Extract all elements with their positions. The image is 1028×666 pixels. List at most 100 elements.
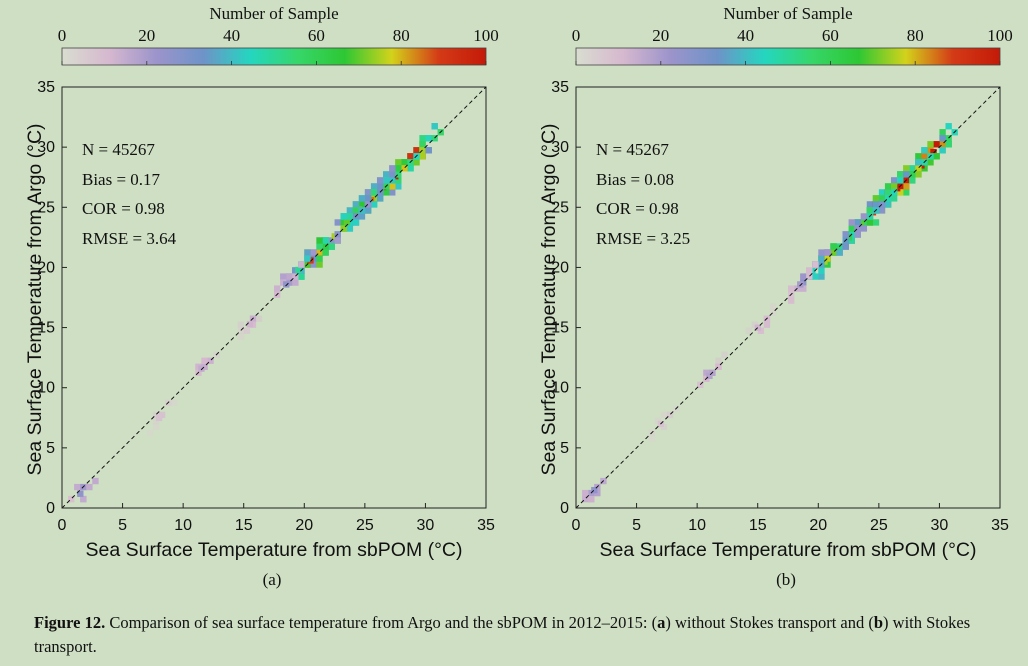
plot-frame [61, 86, 487, 509]
stat-cor: COR = 0.98 [82, 199, 165, 218]
density-cell [407, 153, 414, 160]
density-cell [890, 177, 898, 184]
colorbar-title: Number of Sample [209, 4, 338, 23]
stat-bias: Bias = 0.17 [82, 170, 161, 189]
density-cell [413, 147, 420, 154]
density-cell [413, 159, 420, 166]
x-tick-label: 0 [572, 517, 581, 534]
density-cell [152, 423, 160, 431]
density-cell [903, 189, 910, 196]
density-cell [915, 159, 922, 166]
density-cell [243, 327, 251, 334]
density-cell [939, 147, 946, 154]
density-cell [376, 195, 384, 202]
x-tick-label: 5 [118, 517, 127, 534]
x-axis-label: Sea Surface Temperature from sbPOM (°C) [86, 539, 463, 561]
density-cell [298, 261, 305, 268]
stat-rmse: RMSE = 3.25 [596, 229, 690, 248]
y-tick-label: 30 [551, 139, 569, 156]
density-cell [812, 273, 819, 280]
density-cell [939, 141, 946, 148]
y-tick-label: 5 [46, 440, 55, 457]
density-cell [884, 183, 892, 190]
density-cell [582, 489, 589, 497]
x-tick-label: 10 [174, 517, 192, 534]
density-cell [818, 273, 825, 280]
density-cell [201, 357, 208, 364]
density-cell [340, 225, 347, 232]
density-cell [812, 261, 819, 268]
density-cell [389, 171, 396, 178]
density-cell [80, 495, 87, 503]
density-cell [376, 177, 384, 184]
density-cell [146, 429, 154, 437]
colorbar-tick-label: 100 [473, 26, 499, 45]
density-cell [903, 165, 910, 172]
density-cell [280, 273, 287, 280]
x-tick-label: 0 [58, 517, 67, 534]
y-tick-label: 25 [551, 199, 569, 216]
density-cell [788, 297, 795, 304]
density-cell [848, 219, 855, 226]
density-cell [316, 243, 323, 250]
density-cell [364, 207, 372, 214]
density-cell [431, 135, 438, 142]
density-cell [77, 490, 84, 497]
one-to-one-line [575, 86, 1001, 509]
density-cell [316, 261, 323, 268]
density-cell [788, 285, 795, 292]
density-cell [769, 309, 777, 316]
colorbar-tick-label: 100 [987, 26, 1013, 45]
density-cell [884, 195, 892, 202]
density-cell [401, 165, 408, 172]
density-cell [346, 213, 354, 220]
density-cell [939, 129, 946, 136]
density-cell [316, 249, 323, 256]
density-cell [395, 165, 402, 172]
x-tick-label: 25 [870, 517, 888, 534]
density-cell [68, 495, 75, 503]
density-cell [769, 303, 777, 310]
density-cell [370, 189, 378, 196]
density-cell [255, 315, 263, 322]
density-cell [246, 320, 254, 328]
y-tick-label: 0 [46, 500, 55, 517]
panel-label: (a) [263, 570, 282, 589]
caption-text-1: Comparison of sea surface temperature fr… [105, 613, 658, 632]
density-cell [425, 147, 432, 154]
density-cell [921, 147, 928, 154]
density-cell [706, 372, 713, 380]
colorbar-tick-label: 0 [572, 26, 581, 45]
density-cell [419, 141, 426, 148]
density-cell [237, 321, 245, 328]
density-cell [582, 495, 589, 503]
density-cell [939, 135, 946, 142]
density-cell [933, 141, 940, 148]
y-tick-label: 10 [551, 380, 569, 397]
density-cell [310, 249, 317, 256]
colorbar-tick-label: 0 [58, 26, 67, 45]
density-cell [897, 189, 904, 196]
density-cell [298, 273, 305, 280]
density-cell [407, 165, 414, 172]
density-cell [395, 171, 402, 178]
stat-n: N = 45267 [596, 140, 669, 159]
density-cell [155, 414, 163, 422]
panel-label: (b) [776, 570, 796, 589]
density-cell [890, 183, 898, 190]
density-cell [286, 273, 293, 280]
density-cell [854, 231, 861, 238]
panel-b: Number of Sample 0 20 40 60 80 100 0 5 10 15 20 25 30… [514, 0, 1028, 600]
density-cell [389, 165, 396, 172]
density-cell [806, 273, 813, 280]
density-cell [591, 486, 598, 494]
colorbar-tick-label: 40 [223, 26, 240, 45]
density-cell [304, 249, 311, 256]
density-cell [800, 285, 807, 292]
density-cell [316, 237, 323, 244]
x-tick-label: 25 [356, 517, 374, 534]
plot-frame [575, 86, 1001, 509]
density-cell [945, 135, 952, 142]
density-cell [198, 365, 205, 372]
